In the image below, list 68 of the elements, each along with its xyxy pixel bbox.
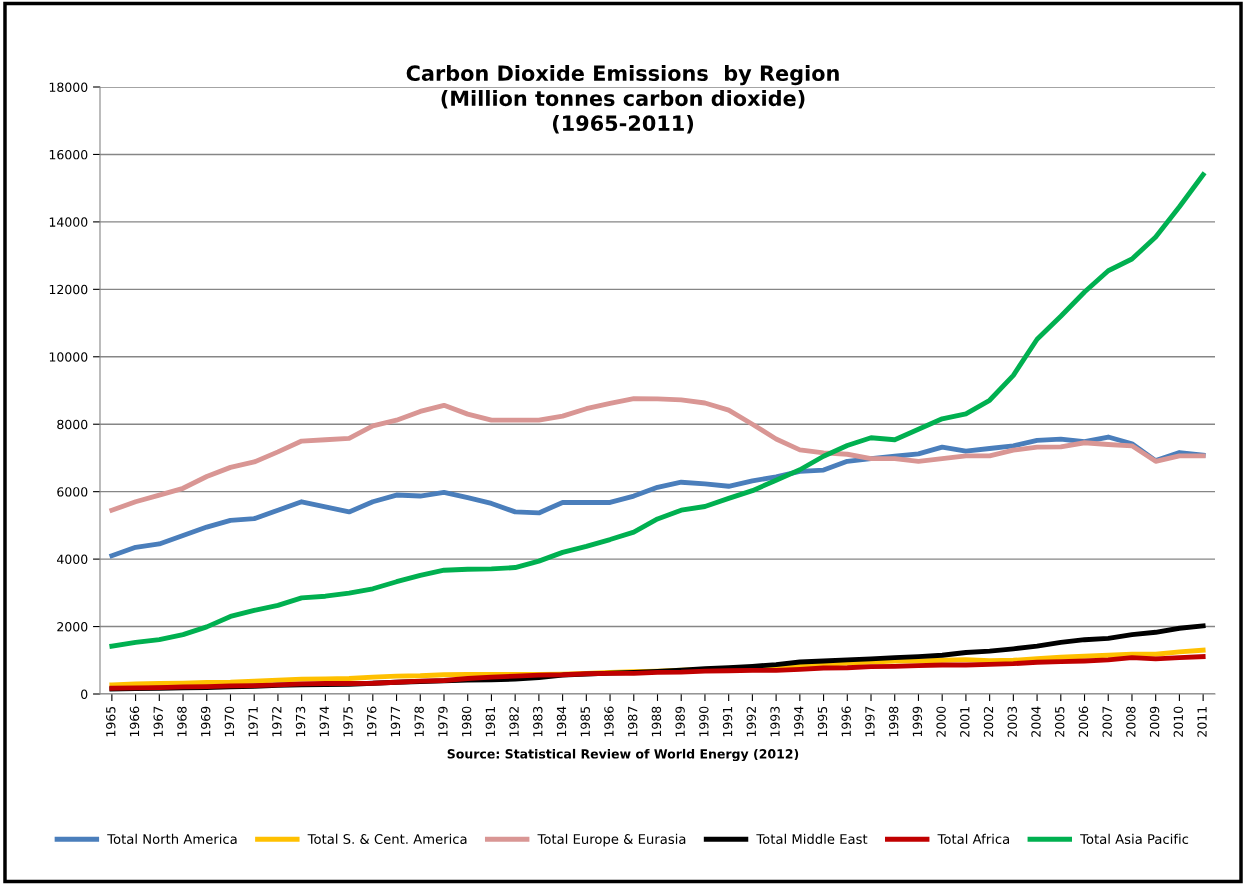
y-tick-label: 12000 — [49, 284, 88, 295]
x-tick-label: 1971 — [248, 706, 258, 737]
x-tick-label: 1972 — [272, 707, 282, 737]
legend-label: Total Asia Pacific — [1080, 833, 1189, 845]
x-tick-label: 1980 — [461, 706, 472, 737]
y-tick-label: 18000 — [49, 82, 88, 92]
legend-label: Total North America — [107, 833, 237, 845]
x-tick-label: 1974 — [319, 706, 329, 737]
x-tick-label: 1995 — [817, 706, 828, 737]
x-tick-label: 1987 — [627, 706, 638, 737]
x-tick-label: 1998 — [888, 706, 899, 737]
x-tick-label: 2001 — [960, 706, 970, 737]
x-tick-label: 1970 — [224, 706, 235, 737]
x-tick-label: 1989 — [675, 706, 685, 737]
x-tick-label: 2008 — [1126, 706, 1136, 737]
x-tick-label: 2010 — [1173, 706, 1184, 737]
source-note: Source: Statistical Review of World Energy (2012) — [447, 748, 799, 762]
x-tick-label: 2005 — [1054, 706, 1065, 737]
x-tick-label: 1966 — [129, 706, 140, 737]
x-tick-label: 1993 — [770, 706, 780, 737]
line-series — [109, 396, 1206, 513]
x-tick-label: 1982 — [509, 707, 519, 737]
y-tick-label: 10000 — [49, 352, 88, 362]
x-tick-label: 1965 — [106, 706, 116, 737]
x-tick-label: 1997 — [865, 706, 875, 737]
line-series — [109, 654, 1206, 691]
x-tick-label: 1992 — [746, 707, 757, 737]
x-tick-label: 1986 — [604, 706, 614, 737]
x-tick-label: 1976 — [366, 706, 377, 737]
x-tick-label: 1988 — [651, 706, 662, 737]
x-tick-label: 2007 — [1102, 706, 1112, 737]
x-tick-label: 2004 — [1031, 706, 1041, 737]
x-tick-label: 1996 — [841, 706, 851, 737]
x-tick-label: 1981 — [485, 706, 496, 737]
y-tick-label: 4000 — [56, 554, 88, 565]
legend-label: Total Africa — [937, 833, 1010, 845]
x-tick-label: 1978 — [414, 706, 424, 737]
legend-label: Total Europe & Eurasia — [537, 833, 686, 847]
x-tick-label: 2011 — [1197, 706, 1207, 737]
chart-title: Carbon Dioxide Emissions by Region (Million tonnes carbon dioxide) (1965-2011) — [406, 64, 839, 134]
y-tick-label: 8000 — [57, 419, 88, 430]
x-tick-label: 2006 — [1078, 706, 1089, 737]
legend-label: Total Middle East — [756, 833, 868, 845]
x-tick-label: 1977 — [390, 706, 401, 737]
line-series — [109, 172, 1206, 649]
x-tick-label: 1983 — [533, 706, 543, 737]
y-tick-label: 0 — [81, 689, 88, 699]
x-tick-label: 2003 — [1007, 706, 1017, 737]
legend-label: Total S. & Cent. America — [307, 833, 467, 845]
x-tick-label: 1979 — [438, 706, 448, 737]
x-tick-label: 1985 — [580, 706, 590, 737]
x-tick-label: 2002 — [983, 707, 994, 737]
x-tick-label: 1990 — [699, 706, 709, 737]
x-tick-label: 1973 — [295, 706, 306, 737]
x-tick-label: 1975 — [343, 706, 353, 737]
x-tick-label: 1991 — [722, 706, 733, 737]
y-tick-label: 16000 — [49, 149, 88, 160]
x-tick-label: 1984 — [556, 706, 567, 737]
y-tick-label: 14000 — [49, 217, 88, 227]
x-tick-label: 1999 — [912, 706, 923, 737]
y-tick-label: 6000 — [57, 487, 88, 497]
x-tick-label: 1968 — [177, 706, 187, 737]
x-tick-label: 1969 — [200, 706, 211, 737]
x-tick-label: 2000 — [936, 706, 946, 737]
x-tick-label: 1967 — [153, 706, 163, 737]
y-tick-label: 2000 — [57, 622, 88, 632]
x-tick-label: 2009 — [1149, 706, 1160, 737]
x-tick-label: 1994 — [794, 706, 804, 737]
